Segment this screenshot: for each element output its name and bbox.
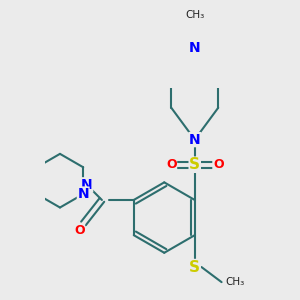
Text: S: S [189,260,200,274]
Text: O: O [74,224,85,237]
Text: N: N [189,41,201,55]
Text: N: N [81,178,93,192]
Text: O: O [166,158,177,171]
Text: CH₃: CH₃ [226,277,245,287]
Text: N: N [189,133,201,147]
Text: CH₃: CH₃ [185,10,204,20]
Text: N: N [77,187,89,201]
Text: S: S [189,157,200,172]
Text: O: O [213,158,224,171]
